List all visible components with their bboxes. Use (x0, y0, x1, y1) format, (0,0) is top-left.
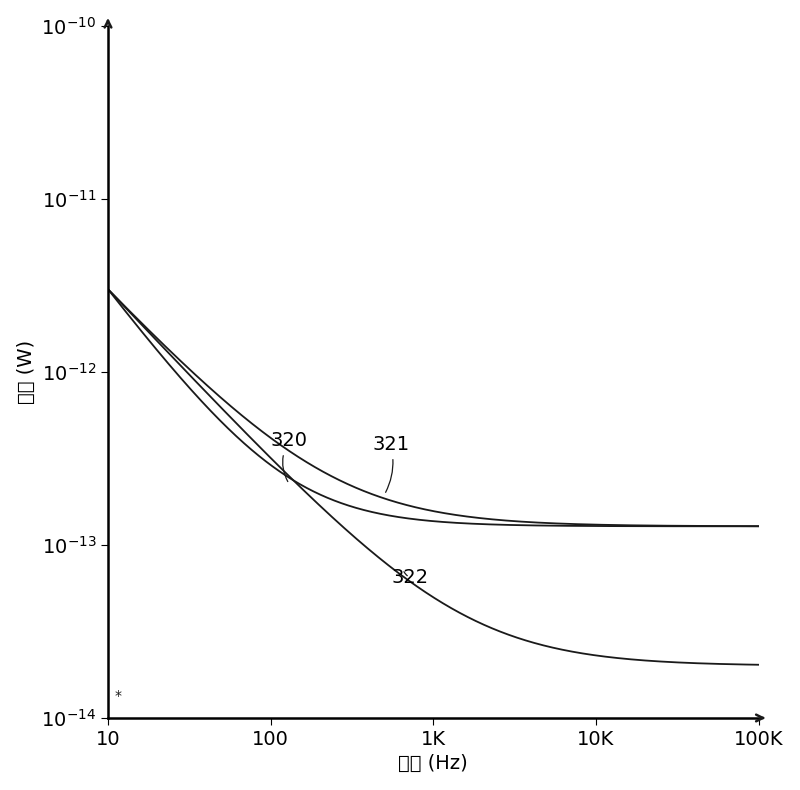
Y-axis label: 功率 (W): 功率 (W) (17, 340, 36, 404)
Text: 322: 322 (391, 568, 428, 587)
X-axis label: 频率 (Hz): 频率 (Hz) (398, 754, 468, 773)
Text: *: * (114, 689, 122, 703)
Text: 320: 320 (270, 431, 308, 482)
Text: 321: 321 (372, 435, 409, 492)
